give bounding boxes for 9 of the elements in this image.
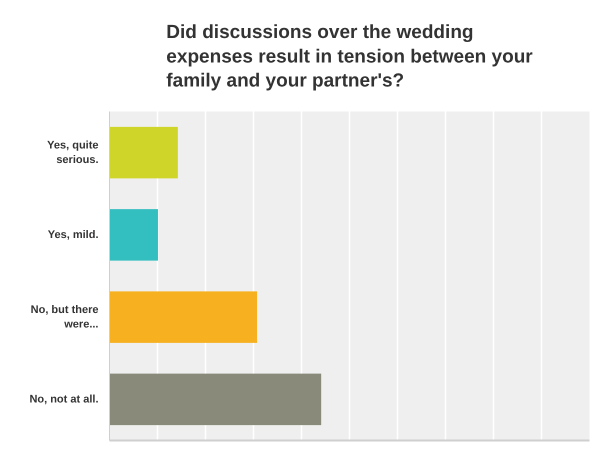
bar [110,126,178,178]
y-tick-label: No, but there were... [30,304,99,330]
bar [110,291,258,343]
bar [110,374,322,426]
chart-title: Did discussions over the wedding expenses result in tension between your family and your partner's? [166,22,534,92]
y-tick-label: No, not at all. [29,393,99,406]
y-tick-label: Yes, mild. [48,228,99,241]
y-tick-label: Yes, quite serious. [47,139,99,166]
bar [110,209,158,261]
